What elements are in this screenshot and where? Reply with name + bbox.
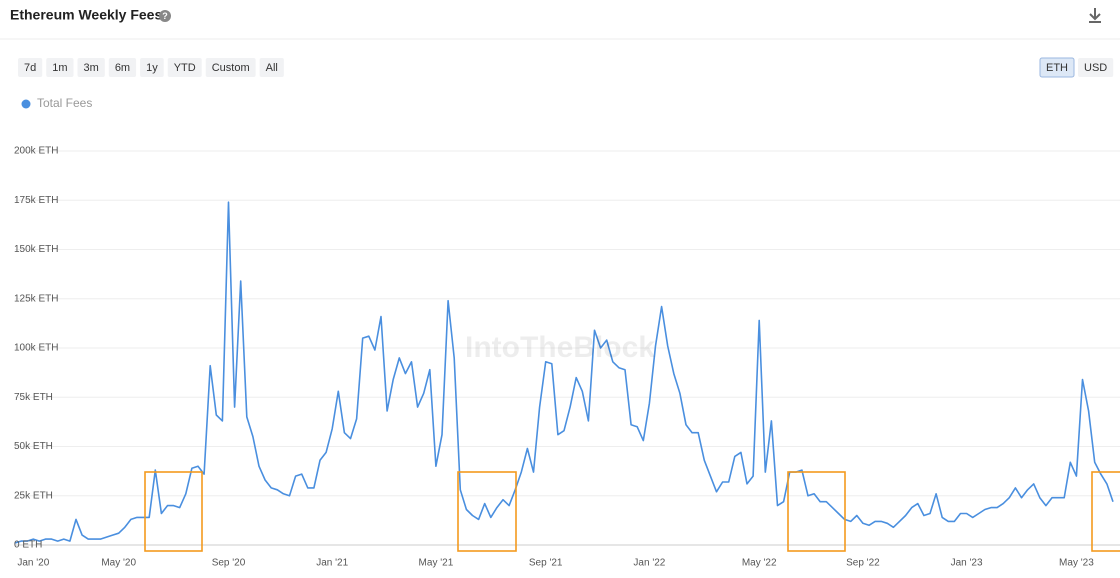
x-tick-label: May '23 [1059, 558, 1094, 569]
button-label[interactable]: YTD [174, 62, 196, 74]
y-tick-label: 150k ETH [14, 244, 58, 255]
range-button[interactable]: 7d [18, 58, 43, 77]
x-tick-label: Sep '20 [212, 558, 246, 569]
legend-marker [21, 99, 31, 109]
x-tick-label: Sep '22 [846, 558, 880, 569]
chart-title: Ethereum Weekly Fees [10, 7, 162, 23]
button-label[interactable]: 1y [146, 62, 158, 74]
button-bg[interactable] [140, 58, 164, 77]
svg-text:?: ? [162, 11, 168, 21]
x-tick-label: May '22 [742, 558, 777, 569]
range-button[interactable]: YTD [167, 58, 202, 77]
button-bg[interactable] [1039, 57, 1075, 78]
x-tick-label: Jan '22 [633, 558, 665, 569]
y-tick-label: 175k ETH [14, 195, 58, 206]
button-label[interactable]: ETH [1046, 62, 1068, 74]
button-bg[interactable] [167, 58, 202, 77]
y-tick-label: 0 ETH [14, 540, 42, 551]
unit-button[interactable]: ETH [1039, 57, 1075, 78]
button-label[interactable]: Custom [212, 62, 250, 74]
x-tick-label: May '20 [101, 558, 136, 569]
button-label[interactable]: 6m [115, 62, 130, 74]
button-bg[interactable] [18, 58, 43, 77]
y-tick-label: 50k ETH [14, 441, 53, 452]
x-tick-label: Sep '21 [529, 558, 563, 569]
range-button[interactable]: 1m [46, 58, 74, 77]
button-label[interactable]: USD [1084, 62, 1107, 74]
range-button[interactable]: 3m [77, 58, 105, 77]
button-label[interactable]: 7d [24, 62, 36, 74]
range-button[interactable]: Custom [205, 58, 256, 77]
button-label[interactable]: 3m [84, 62, 99, 74]
highlight-boxes [144, 471, 1120, 552]
button-bg[interactable] [259, 58, 284, 77]
x-tick-label: Jan '23 [951, 558, 983, 569]
button-bg[interactable] [205, 58, 256, 77]
button-bg[interactable] [108, 58, 137, 77]
button-label[interactable]: All [266, 62, 278, 74]
button-label[interactable]: 1m [52, 62, 67, 74]
x-tick-label: Jan '20 [17, 558, 49, 569]
y-tick-label: 75k ETH [14, 392, 53, 403]
range-button[interactable]: 6m [108, 58, 137, 77]
y-tick-label: 200k ETH [14, 146, 58, 157]
y-tick-label: 100k ETH [14, 343, 58, 354]
download-icon[interactable] [1089, 8, 1101, 23]
button-bg[interactable] [77, 58, 105, 77]
y-tick-label: 25k ETH [14, 490, 53, 501]
x-tick-label: May '21 [419, 558, 454, 569]
watermark: IntoTheBlock [465, 331, 655, 364]
x-tick-label: Jan '21 [316, 558, 348, 569]
button-bg[interactable] [1078, 58, 1114, 77]
range-button[interactable]: All [259, 58, 284, 77]
help-icon[interactable]: ? [159, 10, 171, 22]
button-bg[interactable] [46, 58, 74, 77]
data-line [14, 201, 1114, 544]
unit-button[interactable]: USD [1078, 58, 1114, 77]
legend-label[interactable]: Total Fees [37, 96, 92, 110]
range-button[interactable]: 1y [140, 58, 164, 77]
y-tick-label: 125k ETH [14, 293, 58, 304]
